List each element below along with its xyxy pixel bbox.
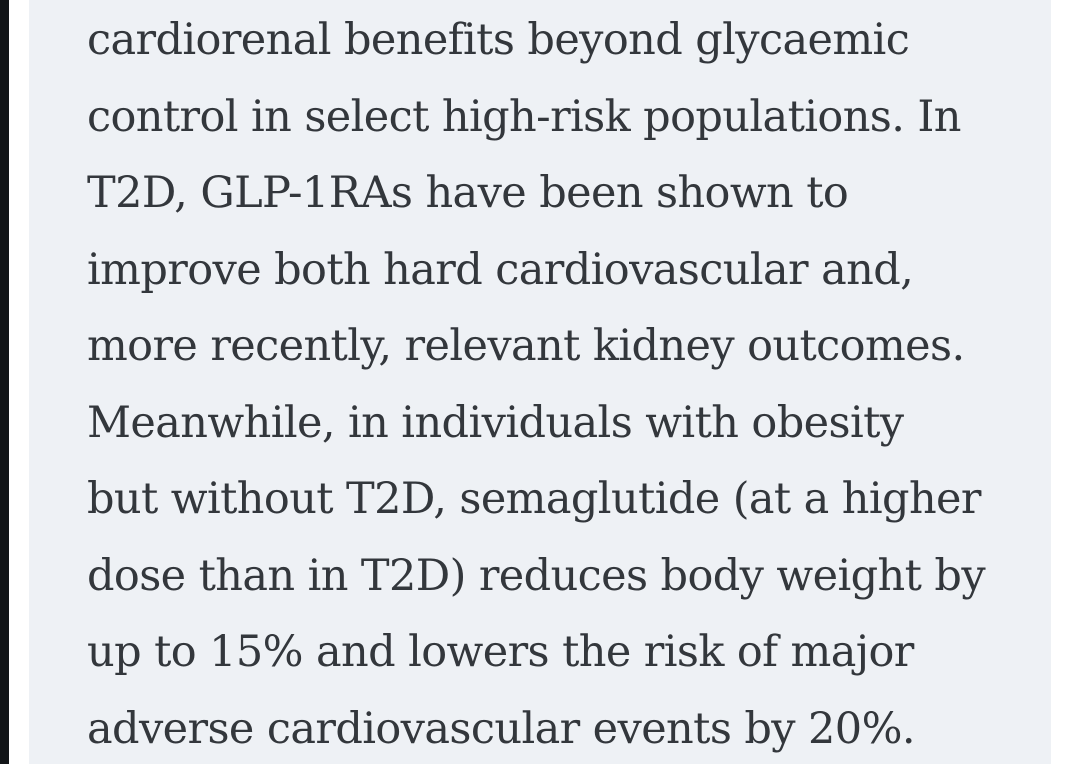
text-line: cardiorenal benefits beyond glycaemic: [87, 2, 1039, 79]
text-line: adverse cardiovascular events by 20%.: [87, 691, 1039, 767]
text-line: dose than in T2D) reduces body weight by: [87, 538, 1039, 615]
text-line: improve both hard cardiovascular and,: [87, 232, 1039, 309]
text-line: T2D, GLP-1RAs have been shown to: [87, 155, 1039, 232]
text-line: but without T2D, semaglutide (at a highe…: [87, 461, 1039, 538]
text-line: control in select high-risk populations.…: [87, 79, 1039, 156]
article-paragraph: cardiorenal benefits beyond glycaemic co…: [29, 0, 1051, 767]
left-edge-bar: [0, 0, 9, 764]
text-line: up to 15% and lowers the risk of major: [87, 614, 1039, 691]
text-line: more recently, relevant kidney outcomes.: [87, 308, 1039, 385]
article-panel: cardiorenal benefits beyond glycaemic co…: [29, 0, 1051, 764]
text-line: Meanwhile, in individuals with obesity: [87, 385, 1039, 462]
